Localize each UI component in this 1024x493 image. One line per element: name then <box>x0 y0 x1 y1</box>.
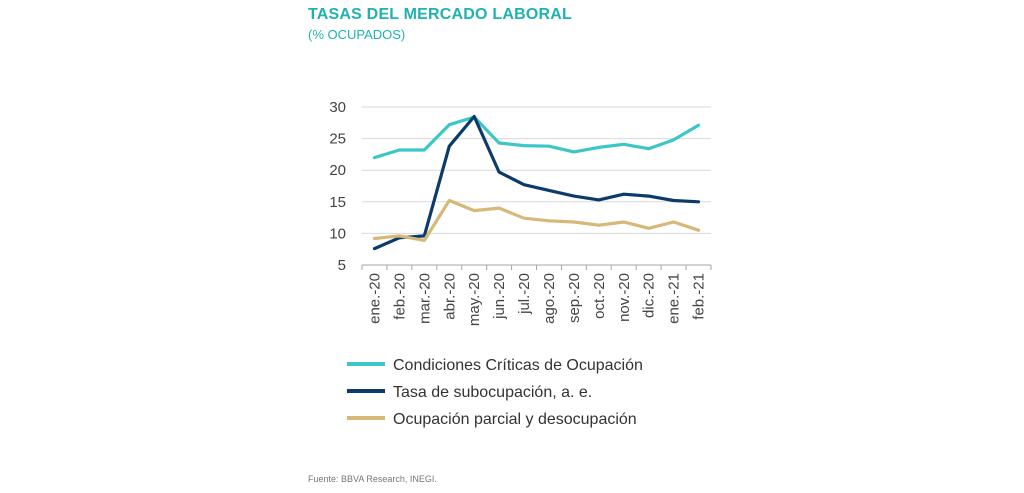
x-tick-label: sep.-20 <box>566 273 583 323</box>
legend-label-1: Condiciones Críticas de Ocupación <box>393 357 643 374</box>
grid-lines <box>362 106 711 234</box>
series-line-3 <box>372 198 701 242</box>
x-tick-label: ene.-20 <box>366 273 383 324</box>
x-tick-label: jul.-20 <box>516 273 533 315</box>
x-tick-label: nov.-20 <box>616 273 633 322</box>
x-axis: ene.-20 feb.-20 mar.-20 abr.-20 may.-20 jun.-… <box>361 264 712 326</box>
y-tick-label: 15 <box>329 194 346 211</box>
chart-subtitle: (% OCUPADOS) <box>308 27 406 42</box>
x-tick-label: mar.-20 <box>416 273 433 324</box>
y-tick-label: 5 <box>338 257 346 274</box>
line-chart: 5 10 15 20 25 30 ene.-20 feb.-20 mar.-20 abr.-20… <box>329 99 712 428</box>
x-tick-label: abr.-20 <box>441 273 458 320</box>
y-tick-label: 30 <box>329 99 346 116</box>
x-tick-label: ene.-21 <box>666 273 683 324</box>
y-tick-label: 10 <box>329 225 346 242</box>
series-line-2 <box>372 114 701 251</box>
source-note: Fuente: BBVA Research, INEGI. <box>308 474 437 484</box>
x-tick-label: ago.-20 <box>541 273 558 324</box>
y-tick-label: 20 <box>329 162 346 179</box>
series-lines <box>372 114 701 251</box>
legend-label-3: Ocupación parcial y desocupación <box>393 411 637 428</box>
x-tick-label: oct.-20 <box>591 273 608 319</box>
legend: Condiciones Críticas de Ocupación Tasa de… <box>347 357 643 428</box>
x-tick-label: jun.-20 <box>491 273 508 320</box>
y-tick-label: 25 <box>329 131 346 148</box>
legend-label-2: Tasa de subocupación, a. e. <box>393 384 592 401</box>
x-tick-label: dic.-20 <box>641 273 658 318</box>
x-tick-label: feb.-20 <box>391 273 408 320</box>
x-tick-label: feb.-21 <box>691 273 708 320</box>
chart-title: TASAS DEL MERCADO LABORAL <box>308 6 572 23</box>
x-tick-label: may.-20 <box>466 273 483 326</box>
series-line-1 <box>372 115 701 160</box>
y-axis: 5 10 15 20 25 30 <box>329 99 346 274</box>
